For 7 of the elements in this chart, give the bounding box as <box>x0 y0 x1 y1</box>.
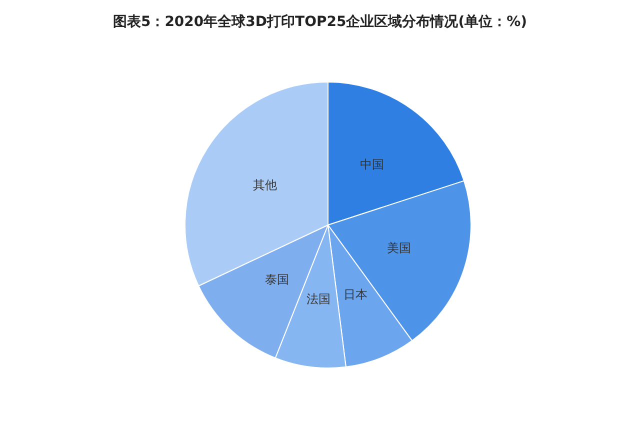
slice-label: 其他 <box>253 178 278 192</box>
slice-label: 日本 <box>343 287 368 302</box>
slice-label: 美国 <box>386 241 411 256</box>
slice-label: 泰国 <box>265 272 289 286</box>
slice-label: 法国 <box>306 292 331 306</box>
slice-label: 中国 <box>360 158 384 172</box>
chart-title: 图表5：2020年全球3D打印TOP25企业区域分布情况(单位：%) <box>112 14 528 30</box>
